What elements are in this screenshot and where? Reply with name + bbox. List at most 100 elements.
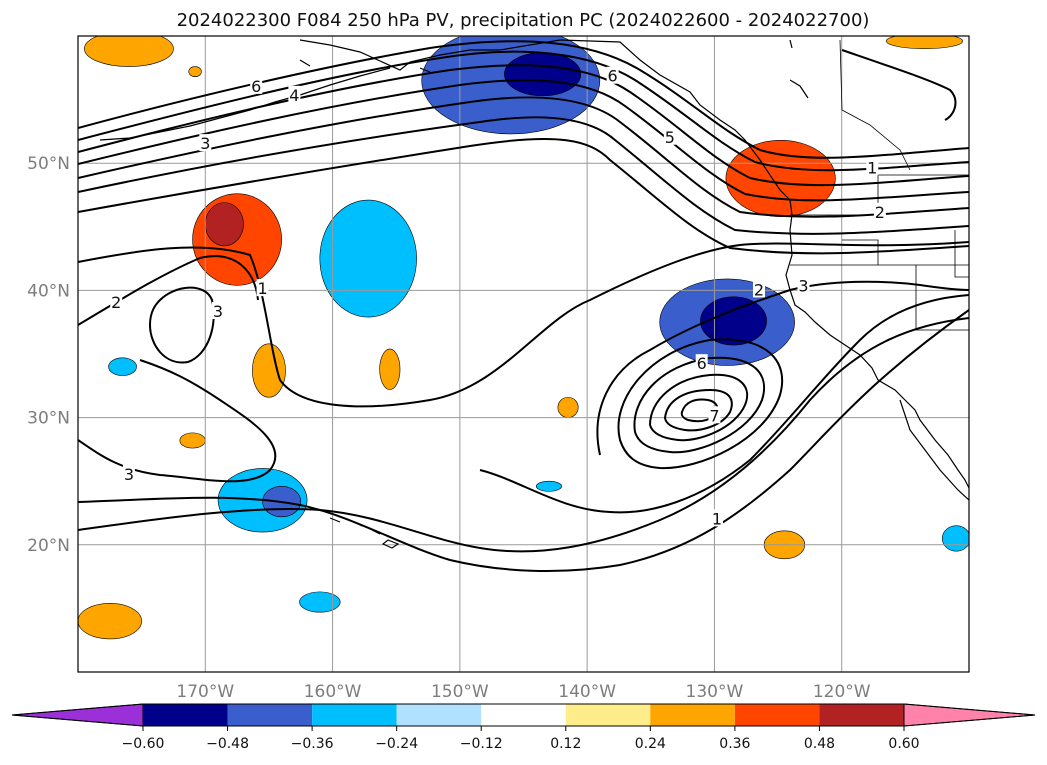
pc-region <box>84 36 174 67</box>
pv-contour-cutoff-ring-2 <box>633 356 765 454</box>
colorbar-tick-label: −0.60 <box>122 736 165 752</box>
pc-region <box>179 432 206 449</box>
pv-contour-jet-5 <box>78 96 969 218</box>
map-frame <box>77 35 970 673</box>
small-islands <box>299 39 809 99</box>
colorbar-segment <box>312 704 397 726</box>
contour-label-bg <box>199 134 212 152</box>
colorbar-tick-label: 0.24 <box>635 736 666 752</box>
colorbar-segment <box>819 704 904 726</box>
colorbar-tick-label: −0.36 <box>291 736 334 752</box>
lat-tick-label: 30°N <box>27 409 70 429</box>
pc-region <box>504 52 582 97</box>
colorbar-tick-label: −0.48 <box>206 736 249 752</box>
pv-contour-cutoff-outer <box>479 294 969 514</box>
contour-label: 2 <box>754 280 764 299</box>
colorbar-tick-label: 0.12 <box>550 736 581 752</box>
pv-contour-subtropical-2 <box>78 309 969 573</box>
lon-tick-label: 140°W <box>558 682 616 702</box>
latitude-tick-labels: 20°N 30°N 40°N 50°N <box>27 154 70 556</box>
colorbar-extend-max <box>903 703 1036 727</box>
contour-label: 3 <box>124 465 134 484</box>
contour-label: 4 <box>289 86 299 105</box>
colorbar-tick-label: −0.24 <box>375 736 418 752</box>
contour-label-bg <box>752 280 765 298</box>
pc-region <box>108 357 137 376</box>
pv-contour-closed-3 <box>148 286 215 364</box>
colorbar-segment <box>734 704 820 726</box>
colorbar-tick-label: 0.36 <box>719 736 750 752</box>
colorbar-segment <box>396 704 482 726</box>
colorbar-segment <box>650 704 735 726</box>
lon-tick-label: 170°W <box>176 682 234 702</box>
lat-tick-label: 20°N <box>27 536 70 556</box>
contour-label-bg <box>212 302 225 320</box>
contour-label: 3 <box>213 302 223 321</box>
contour-label-bg <box>663 127 676 145</box>
contour-label-bg <box>866 158 879 176</box>
lat-tick-label: 40°N <box>27 281 70 301</box>
colorbar-segment <box>227 704 313 726</box>
contour-label: 1 <box>867 158 877 177</box>
pv-contour-jet-7 <box>78 138 969 255</box>
colorbar-segment <box>143 704 228 726</box>
contour-label: 2 <box>875 203 885 222</box>
pc-region <box>535 480 562 492</box>
lon-tick-label: 150°W <box>431 682 489 702</box>
chart-title: 2024022300 F084 250 hPa PV, precipitatio… <box>177 10 870 31</box>
contour-label: 6 <box>608 67 618 86</box>
pv-contour-subtropical-3 <box>78 317 969 553</box>
longitude-tick-labels: 170°W 160°W 150°W 140°W 130°W 120°W <box>176 682 870 702</box>
pv-contour-cutoff-ring-4 <box>663 388 733 432</box>
lon-tick-label: 130°W <box>686 682 744 702</box>
contour-label: 5 <box>665 128 675 147</box>
colorbar-segment <box>481 704 566 726</box>
gridlines <box>78 36 969 672</box>
lat-tick-label: 50°N <box>27 154 70 174</box>
contour-label-bg <box>710 509 723 527</box>
contour-label: 3 <box>200 134 210 153</box>
contour-label: 6 <box>697 354 707 373</box>
pv-contours <box>78 40 969 573</box>
contour-label-bg <box>288 85 301 103</box>
colorbar-tick-label: 0.48 <box>804 736 835 752</box>
pv-contour-cutoff-ring-3 <box>648 373 749 442</box>
pc-region <box>557 396 579 418</box>
pv-contour-east-1 <box>841 49 957 121</box>
lon-tick-label: 160°W <box>304 682 362 702</box>
pc-region <box>204 202 244 247</box>
pc-region <box>299 591 341 613</box>
contour-label-bg <box>797 276 810 294</box>
pc-region <box>885 36 963 50</box>
colorbar-tick-label: 0.60 <box>888 736 919 752</box>
contour-label-bg <box>708 406 721 424</box>
contour-label: 1 <box>712 509 722 528</box>
colorbar-tick-label: −0.12 <box>460 736 503 752</box>
pc-region <box>252 343 286 398</box>
pc-region <box>78 603 142 640</box>
contour-label-bg <box>110 293 123 311</box>
coastline-baja <box>899 399 969 501</box>
contour-label: 7 <box>709 406 719 425</box>
lon-tick-label: 120°W <box>813 682 871 702</box>
contour-label-bg <box>256 279 269 297</box>
pv-contour-cutoff-1 <box>596 280 969 456</box>
pv-contour-jet-4 <box>78 79 969 202</box>
contour-label: 6 <box>251 77 261 96</box>
contour-label: 3 <box>798 277 808 296</box>
colorbar-extend-min <box>11 703 144 727</box>
pc-region <box>725 140 836 217</box>
contour-label: 1 <box>257 279 267 298</box>
pv-contour-jet-6 <box>78 116 969 235</box>
pc-region <box>319 199 417 318</box>
colorbar-segment <box>565 704 651 726</box>
contour-label-bg <box>250 76 263 94</box>
pv-contour-labels: 6 4 3 6 5 1 2 1 2 3 2 3 6 7 3 1 <box>110 66 886 528</box>
contour-label: 2 <box>111 293 121 312</box>
contour-label-bg <box>122 464 135 482</box>
contour-label-bg <box>606 66 619 84</box>
pc-region <box>941 525 969 552</box>
contour-label-bg <box>695 354 708 372</box>
